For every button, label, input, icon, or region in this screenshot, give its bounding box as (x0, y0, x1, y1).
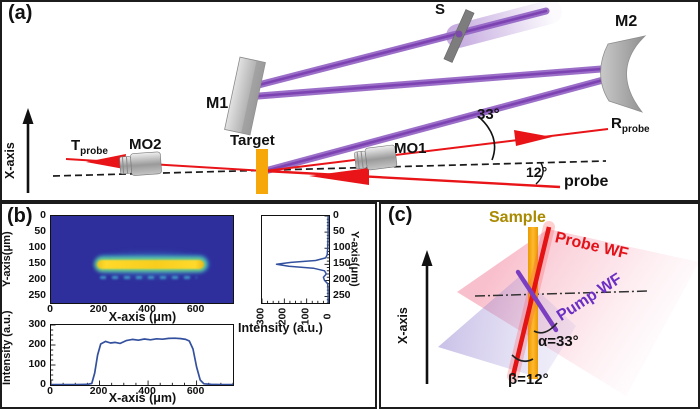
tick-label: 200 (276, 307, 289, 326)
right-plot-xlabel: Intensity (a.u.) (238, 321, 323, 335)
tick-label: 0 (47, 385, 53, 397)
tick-label: 250 (28, 289, 46, 302)
transmitted-probe-arrowhead (86, 154, 126, 169)
tick-label: 50 (333, 224, 345, 237)
heatmap-xlabel: X-axis (μm) (108, 310, 177, 324)
horizontal-lineout-plot (50, 324, 234, 386)
heatmap-ylabel: Y-axis(μm) (1, 231, 13, 287)
tick-label: 200 (89, 303, 108, 315)
pump-wavefront-line (515, 269, 559, 333)
horizontal-lineout-polyline (51, 337, 233, 386)
tick-label: 100 (299, 307, 312, 326)
horizontal-lineout-curve (50, 324, 234, 386)
pump-beam-paths (239, 2, 622, 175)
tick-label: 400 (138, 385, 156, 397)
streak-side-lobe (100, 276, 197, 279)
panel-b-line-focus-plots: (b) X-axis (μm) Y-axis(μm) Intensity (a.… (0, 202, 377, 409)
alpha-angle-label: α=33° (538, 333, 579, 350)
x-axis-arrowhead (421, 250, 433, 266)
optical-setup-diagram (22, 2, 647, 194)
panel-a-optical-setup: (a) X-axis M1 M2 S Target MO1 MO2 Tprobe… (0, 0, 700, 202)
tick-label: 100 (333, 240, 351, 253)
panel-c-wavefront-schematic: (c) X-axis Sample Probe WF Pump WF α=33°… (379, 202, 700, 409)
alpha-angle-arc (533, 322, 558, 334)
panel-a-x-axis-label: X-axis (3, 142, 17, 180)
angle-arc-33 (478, 116, 496, 161)
target-bar (256, 149, 268, 194)
wavefront-schematic (421, 221, 698, 396)
beta-angle-arc (511, 354, 534, 363)
tick-label: 150 (333, 256, 351, 269)
tick-label: 250 (333, 289, 351, 302)
probe-label: probe (564, 173, 609, 190)
line-focus-heatmap (50, 215, 234, 304)
tick-label: 600 (186, 385, 205, 397)
panel-b-label: (b) (7, 205, 33, 227)
incident-probe-arrowhead (309, 168, 369, 185)
tick-label: 200 (28, 337, 46, 350)
mirror-m1 (224, 56, 266, 136)
bottom-plot-ylabel: Intensity (a.u.) (1, 310, 13, 385)
tick-label: 200 (28, 272, 46, 285)
x-axis-arrowhead (22, 108, 34, 124)
right-plot-ylabel: Y-axis(μm) (348, 231, 361, 287)
tick-label: 100 (28, 240, 46, 253)
tick-label: 150 (28, 256, 46, 269)
splitter-s-label: S (435, 1, 446, 18)
dash-dot-axis-line (474, 290, 650, 297)
tick-label: 600 (186, 303, 205, 315)
pump-angle-label: 33° (477, 106, 500, 123)
angle-arc-12 (535, 162, 544, 185)
panel-c-label: (c) (388, 204, 413, 226)
tick-label: 300 (28, 317, 46, 330)
tick-label: 0 (321, 313, 334, 320)
tick-label: 0 (40, 377, 46, 390)
target-label: Target (230, 132, 275, 149)
probe-beam-paths (65, 128, 609, 189)
reflected-probe-label: Rprobe (611, 115, 650, 135)
objective-mo2 (119, 151, 162, 176)
tick-label: 0 (333, 208, 339, 221)
mirror-m2-label: M2 (615, 13, 638, 30)
objective-mo1 (354, 144, 398, 171)
tick-label: 300 (254, 307, 267, 326)
tick-label: 200 (89, 385, 108, 397)
tick-label: 100 (28, 357, 46, 370)
tick-label: 0 (47, 303, 53, 315)
objective-mo2-label: MO2 (129, 136, 162, 153)
tick-label: 50 (34, 224, 46, 237)
incident-probe-line (264, 169, 561, 189)
probe-beam-line (510, 226, 552, 377)
panel-c-x-axis-label: X-axis (396, 307, 410, 345)
bottom-plot-xlabel: X-axis (μm) (108, 391, 177, 405)
pump-wavefront-sheet (438, 275, 576, 379)
reflected-probe-arrowhead (514, 130, 552, 146)
line-focus-streak (97, 260, 204, 269)
beam-spot-on-s (455, 30, 463, 38)
mirror-m1-label: M1 (206, 95, 229, 112)
mirror-m2 (600, 35, 647, 113)
tick-label: 0 (40, 208, 46, 221)
objective-mo1-label: MO1 (394, 140, 427, 157)
transmitted-probe-label: Tprobe (71, 137, 108, 157)
panel-a-label: (a) (8, 2, 33, 24)
reflected-probe-line (264, 128, 609, 172)
vertical-lineout-curve (261, 215, 330, 304)
tick-label: 200 (333, 272, 351, 285)
sample-label: Sample (489, 209, 546, 226)
tick-label: 400 (138, 303, 156, 315)
vertical-lineout-polyline (275, 216, 329, 303)
beta-angle-label: β=12° (508, 371, 549, 388)
vertical-lineout-plot (261, 215, 330, 304)
probe-angle-label: 12° (526, 164, 548, 180)
